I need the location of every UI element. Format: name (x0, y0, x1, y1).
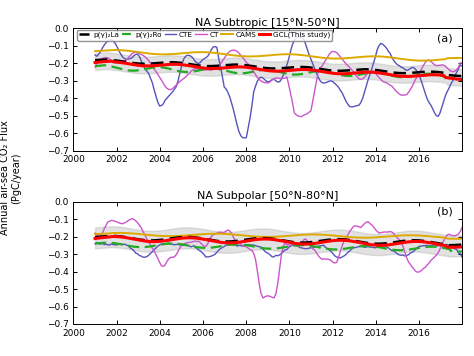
Text: (a): (a) (437, 33, 452, 43)
Legend: p(γ)₂La, p(γ)₂Ro, CTE, CT, CAMS, GCL(This study): p(γ)₂La, p(γ)₂Ro, CTE, CT, CAMS, GCL(Thi… (77, 30, 332, 41)
Text: (b): (b) (437, 207, 452, 217)
Title: NA Subtropic [15°N-50°N]: NA Subtropic [15°N-50°N] (195, 18, 340, 28)
Text: Annual air-sea CO₂ Flux
(PgC/year): Annual air-sea CO₂ Flux (PgC/year) (0, 121, 21, 235)
Title: NA Subpolar [50°N-80°N]: NA Subpolar [50°N-80°N] (197, 191, 338, 201)
